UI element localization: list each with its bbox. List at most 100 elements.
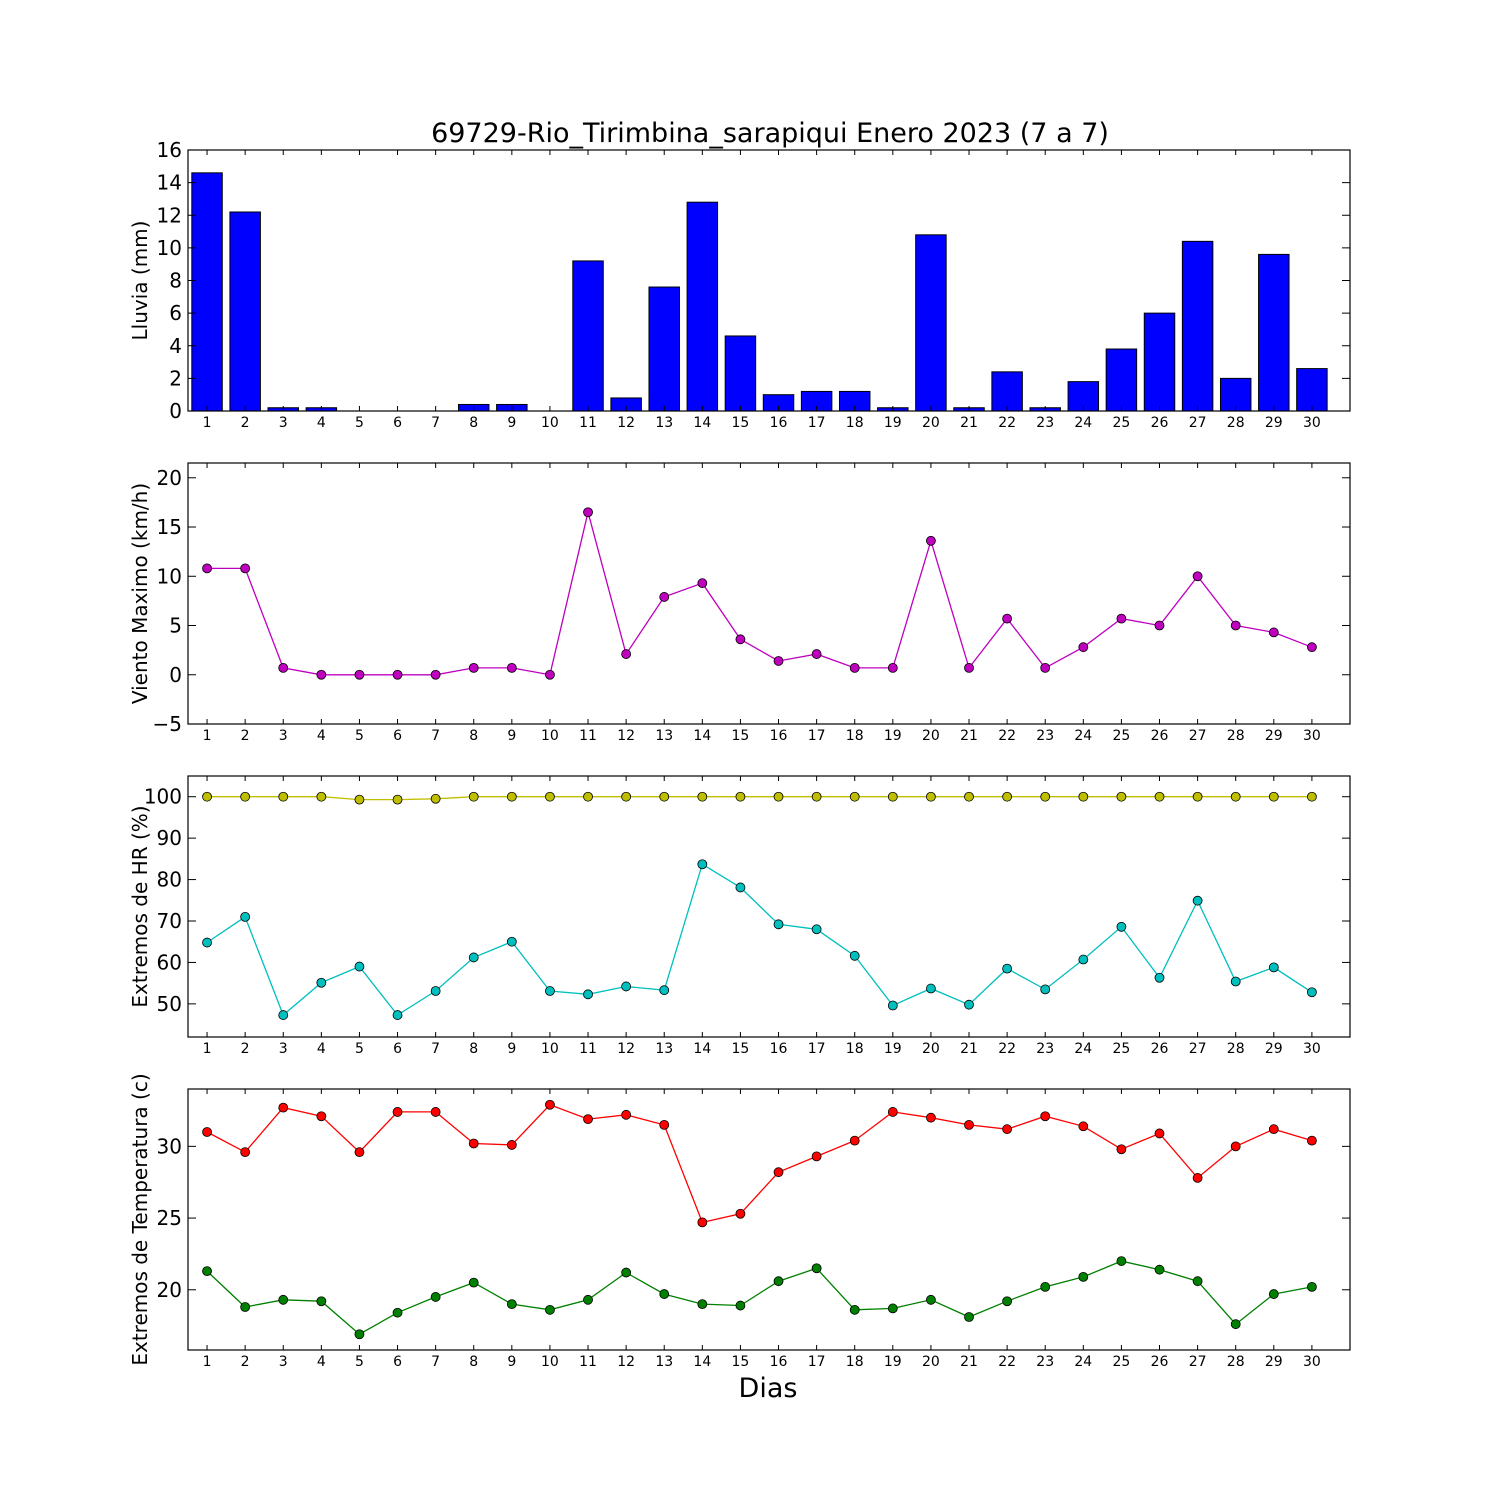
series-1-point-28 xyxy=(1230,620,1241,631)
y-tick-label: 2 xyxy=(169,366,182,390)
y-tick-label: 5 xyxy=(169,614,182,638)
series-line-2 xyxy=(206,863,1313,1017)
series-1-point-15 xyxy=(735,1208,746,1219)
series-1-point-24 xyxy=(1078,1121,1089,1132)
x-tick-label: 1 xyxy=(203,728,212,744)
x-tick-label: 26 xyxy=(1151,1041,1169,1057)
x-tick-label: 7 xyxy=(431,728,440,744)
y-tick-label: 60 xyxy=(157,950,182,974)
x-tick-label: 10 xyxy=(541,728,559,744)
x-tick-label: 29 xyxy=(1265,415,1283,431)
series-1-point-16 xyxy=(773,791,784,802)
series-1-point-18 xyxy=(849,1135,860,1146)
series-2-point-13 xyxy=(659,985,670,996)
x-tick-label: 19 xyxy=(884,1041,902,1057)
series-1-point-21 xyxy=(964,1119,974,1130)
x-tick-label: 12 xyxy=(617,1041,635,1057)
series-2-point-27 xyxy=(1192,895,1203,906)
y-tick-label: 25 xyxy=(157,1206,182,1230)
bar-day-28 xyxy=(1219,377,1252,412)
x-tick-label: 28 xyxy=(1227,1354,1245,1370)
x-tick-label: 24 xyxy=(1074,1354,1092,1370)
series-1-point-14 xyxy=(697,791,708,802)
series-2-point-17 xyxy=(811,1263,822,1274)
x-tick-label: 21 xyxy=(960,1041,978,1057)
series-1-point-4 xyxy=(316,791,327,802)
bar-day-15 xyxy=(724,335,757,412)
x-tick-label: 20 xyxy=(922,1354,940,1370)
x-tick-label: 12 xyxy=(617,1354,635,1370)
x-tick-label: 28 xyxy=(1227,728,1245,744)
series-line-1 xyxy=(207,796,1312,801)
bar-day-13 xyxy=(648,286,680,412)
series-2-point-22 xyxy=(1002,963,1013,974)
x-tick-label: 27 xyxy=(1189,1354,1207,1370)
series-2-point-30 xyxy=(1307,1282,1317,1292)
series-2-point-16 xyxy=(773,919,784,930)
series-1-point-9 xyxy=(506,791,517,802)
series-1-point-2 xyxy=(240,791,251,802)
x-tick-label: 30 xyxy=(1303,415,1321,431)
x-tick-label: 3 xyxy=(279,415,288,431)
x-tick-label: 12 xyxy=(617,728,635,744)
series-2-point-11 xyxy=(583,1294,593,1305)
series-1-point-23 xyxy=(1040,1111,1051,1122)
x-tick-label: 3 xyxy=(279,1354,288,1370)
series-2-point-20 xyxy=(926,1294,936,1305)
series-1-point-21 xyxy=(964,791,974,802)
x-tick-label: 15 xyxy=(732,415,750,431)
series-2-point-12 xyxy=(621,1267,632,1278)
x-tick-label: 24 xyxy=(1074,415,1092,431)
series-2-point-12 xyxy=(621,981,632,992)
x-tick-label: 4 xyxy=(317,728,326,744)
x-tick-label: 30 xyxy=(1303,1041,1321,1057)
series-1-point-13 xyxy=(659,1119,670,1130)
y-tick-label: 20 xyxy=(157,466,182,490)
x-tick-label: 23 xyxy=(1036,728,1054,744)
x-tick-label: 26 xyxy=(1151,728,1169,744)
x-tick-label: 4 xyxy=(317,1041,326,1057)
x-tick-label: 30 xyxy=(1303,728,1321,744)
series-1-point-3 xyxy=(278,662,289,673)
series-2-point-23 xyxy=(1040,1282,1051,1292)
series-1-point-11 xyxy=(583,791,593,802)
series-2-point-11 xyxy=(583,989,593,1000)
series-1-point-9 xyxy=(506,662,517,673)
y-axis-label: Extremos de HR (%) xyxy=(128,805,152,1007)
x-tick-label: 11 xyxy=(579,1354,597,1370)
series-1-point-17 xyxy=(811,791,822,802)
x-tick-label: 17 xyxy=(808,1041,826,1057)
series-1-point-1 xyxy=(202,1127,212,1137)
x-tick-label: 9 xyxy=(507,415,516,431)
x-tick-label: 7 xyxy=(431,415,440,431)
y-tick-label: 50 xyxy=(157,992,182,1016)
series-2-point-14 xyxy=(697,859,708,870)
x-tick-label: 2 xyxy=(241,415,250,431)
series-2-point-24 xyxy=(1078,1271,1089,1282)
series-line-1 xyxy=(206,1104,1313,1224)
x-tick-label: 20 xyxy=(922,415,940,431)
series-2-point-28 xyxy=(1230,1319,1241,1330)
series-1-point-10 xyxy=(545,1099,555,1110)
series-1-point-8 xyxy=(468,662,479,673)
x-tick-label: 21 xyxy=(960,1354,978,1370)
series-1-point-10 xyxy=(545,791,555,802)
x-tick-label: 29 xyxy=(1265,1041,1283,1057)
series-2-point-15 xyxy=(735,882,746,893)
series-1-point-6 xyxy=(392,794,403,805)
x-tick-label: 18 xyxy=(846,415,864,431)
series-1-point-8 xyxy=(468,791,479,802)
series-1-point-22 xyxy=(1002,791,1013,802)
bar-day-26 xyxy=(1143,312,1176,412)
bar-day-30 xyxy=(1296,368,1328,412)
series-1-point-9 xyxy=(506,1140,517,1150)
series-line-1 xyxy=(207,512,1313,676)
x-tick-label: 9 xyxy=(507,1041,516,1057)
series-2-point-24 xyxy=(1078,954,1089,965)
series-1-point-23 xyxy=(1040,662,1051,673)
series-1-point-16 xyxy=(773,1167,784,1178)
x-tick-label: 21 xyxy=(960,415,978,431)
x-tick-label: 1 xyxy=(203,1354,212,1370)
series-1-point-3 xyxy=(278,1102,289,1113)
